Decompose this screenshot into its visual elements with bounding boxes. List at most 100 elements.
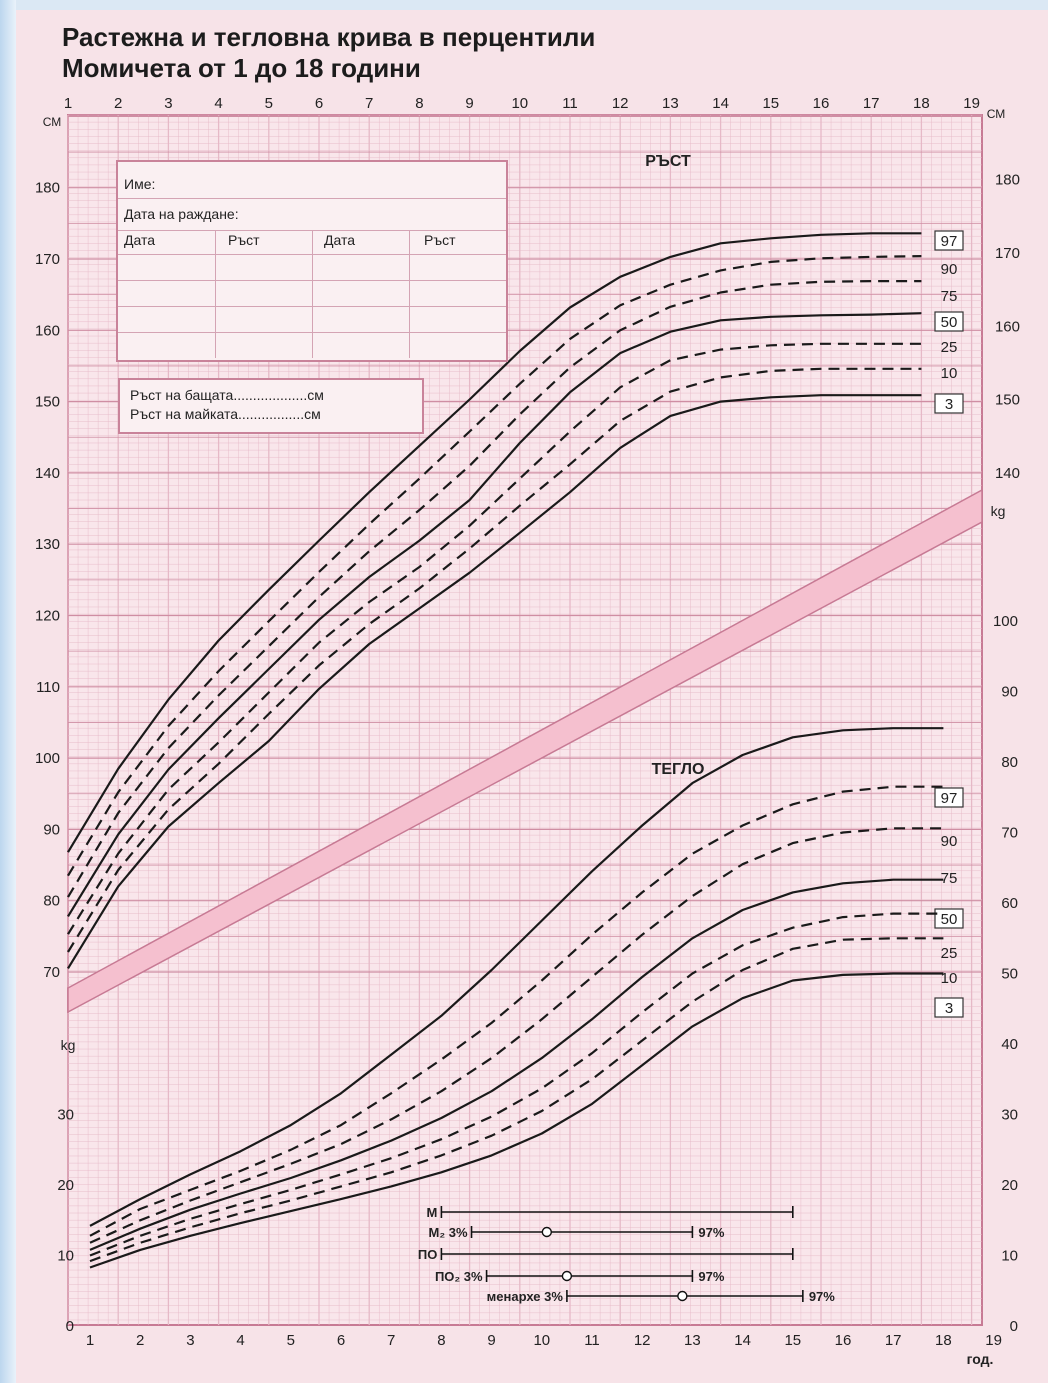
percentile-label-25: 25	[941, 339, 958, 356]
table-header-date-1: Дата	[124, 232, 156, 248]
x-tick-label-top: 4	[214, 95, 222, 112]
y-tick-label-right: 70	[1001, 825, 1018, 842]
x-tick-label-top: 17	[863, 95, 880, 112]
y-tick-label-right: 80	[1001, 754, 1018, 771]
percentile-box	[934, 997, 964, 1018]
y-tick-label-left: 160	[35, 322, 60, 339]
x-tick-label-bottom: 2	[136, 1332, 144, 1349]
x-tick-label-bottom: 13	[684, 1332, 701, 1349]
percentile-curve-50	[89, 878, 944, 1251]
maturation-label: ПО₂ 3%	[435, 1269, 483, 1284]
x-tick-label-bottom: 3	[186, 1332, 194, 1349]
separator-band	[67, 488, 983, 1014]
y-tick-label-left: 110	[36, 679, 60, 696]
x-tick-label-top: 19	[963, 95, 980, 112]
x-tick-label-top: 11	[562, 95, 578, 112]
y-tick-label-right: 170	[995, 245, 1020, 262]
percentile-box	[934, 908, 964, 929]
percentile-curve-90	[67, 255, 922, 877]
info-divider	[118, 198, 506, 199]
table-col-rule	[409, 230, 410, 358]
x-tick-label-bottom: 15	[784, 1332, 801, 1349]
y-tick-label-right: 140	[995, 465, 1020, 482]
percentile-curve-97	[89, 727, 944, 1227]
percentile-curve-25	[89, 912, 944, 1257]
mother-height-label: Ръст на майката.................см	[130, 406, 321, 422]
x-tick-label-top: 7	[365, 95, 373, 112]
percentile-curve-75	[67, 280, 922, 898]
percentile-curve-90	[89, 785, 944, 1237]
y-tick-label-left: 100	[35, 750, 60, 767]
x-tick-label-top: 13	[662, 95, 679, 112]
y-tick-label-left: 130	[35, 536, 60, 553]
weight-section-title: ТЕГЛО	[652, 761, 705, 778]
percentile-curve-50	[67, 312, 922, 917]
x-tick-label-bottom: 18	[935, 1332, 952, 1349]
x-tick-label-bottom: 19	[985, 1332, 1002, 1349]
x-tick-label-top: 14	[712, 95, 729, 112]
y-tick-label-left: 120	[35, 608, 60, 625]
percentile-label-10: 10	[941, 365, 958, 382]
patient-info-box: Име: Дата на раждане: Дата Ръст Дата Ръс…	[116, 160, 508, 362]
chart-title-line-1: Растежна и тегловна крива в перцентили	[62, 22, 596, 52]
y-tick-label-right: 20	[1001, 1177, 1018, 1194]
percentile-label-90: 90	[941, 261, 958, 278]
maturation-median-mark	[677, 1290, 688, 1302]
y-tick-label-right: 180	[995, 172, 1020, 189]
percentile-label-97: 97	[941, 233, 958, 250]
maturation-pct-right: 97%	[698, 1225, 724, 1240]
x-tick-label-bottom: 7	[387, 1332, 395, 1349]
percentile-label-75: 75	[941, 870, 958, 887]
y-tick-label-left: 0	[66, 1318, 74, 1335]
maturation-pct-right: 97%	[698, 1269, 724, 1284]
x-tick-label-bottom: 8	[437, 1332, 445, 1349]
x-tick-label-top: 6	[315, 95, 323, 112]
x-tick-label-top: 2	[114, 95, 122, 112]
maturation-median-mark	[541, 1226, 553, 1238]
y-tick-label-left: 90	[43, 821, 60, 838]
height-section-title: РЪСТ	[645, 153, 691, 170]
y-tick-label-right: 30	[1001, 1107, 1018, 1124]
y-tick-label-left: 80	[43, 893, 60, 910]
percentile-curve-75	[89, 827, 944, 1244]
maturation-label: М₂ 3%	[429, 1225, 468, 1240]
x-tick-label-top: 9	[465, 95, 473, 112]
x-tick-label-bottom: 6	[337, 1332, 345, 1349]
table-header-date-2: Дата	[324, 232, 356, 248]
percentile-box	[934, 230, 964, 251]
x-tick-label-bottom: 14	[734, 1332, 751, 1349]
y-tick-label-right: 0	[1010, 1318, 1018, 1335]
chart-title: Растежна и тегловна крива в перцентили М…	[62, 22, 595, 84]
parents-height-box: Ръст на бащата...................см Ръст…	[118, 378, 424, 434]
father-height-label: Ръст на бащата...................см	[130, 387, 324, 403]
x-tick-label-top: 3	[164, 95, 172, 112]
y-tick-label-left: 150	[35, 394, 60, 411]
y-tick-label-left: 170	[35, 251, 60, 268]
percentile-box	[934, 311, 964, 332]
unit-label-cm-right: СМ	[987, 107, 1006, 121]
maturation-label: менархе 3%	[487, 1289, 564, 1304]
percentile-label-25: 25	[941, 945, 958, 962]
y-tick-label-left: 70	[43, 964, 60, 981]
y-tick-label-right: 60	[1001, 895, 1018, 912]
percentile-label-10: 10	[941, 970, 958, 987]
y-tick-label-right: 40	[1001, 1036, 1018, 1053]
x-tick-label-top: 18	[913, 95, 930, 112]
table-header-height-2: Ръст	[424, 232, 456, 248]
percentile-label-50: 50	[941, 911, 958, 928]
y-tick-label-right: 150	[995, 392, 1020, 409]
x-tick-label-bottom: 1	[86, 1332, 94, 1349]
y-tick-label-right: 100	[993, 613, 1018, 630]
x-tick-label-top: 1	[64, 95, 72, 112]
unit-label-cm-left: СМ	[43, 115, 62, 129]
y-tick-label-right: 50	[1001, 966, 1018, 983]
percentile-label-3: 3	[945, 396, 953, 413]
name-label: Име:	[124, 176, 156, 192]
x-tick-label-bottom: 9	[487, 1332, 495, 1349]
x-tick-label-top: 15	[762, 95, 779, 112]
table-header-height-1: Ръст	[228, 232, 260, 248]
x-tick-label-bottom: 11	[584, 1332, 600, 1349]
x-tick-label-top: 5	[265, 95, 273, 112]
x-tick-label-top: 12	[612, 95, 629, 112]
